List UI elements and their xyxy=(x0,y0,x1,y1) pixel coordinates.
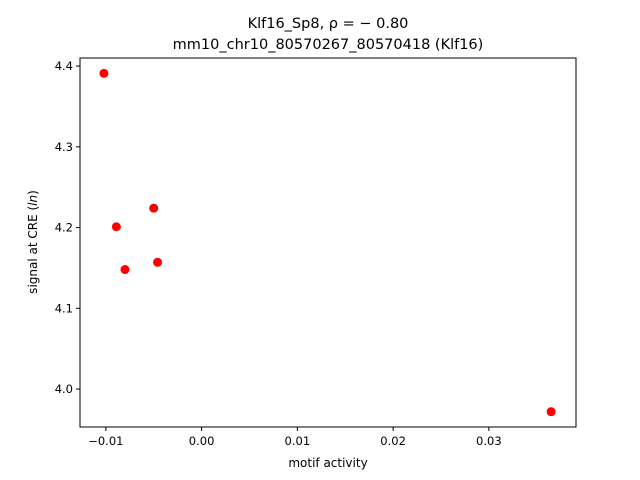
x-axis: −0.01 0.00 0.01 0.02 0.03 xyxy=(88,427,502,448)
data-point xyxy=(111,222,121,232)
x-tick-label: −0.01 xyxy=(88,434,123,448)
x-tick-label: 0.02 xyxy=(380,434,406,448)
y-axis-label: signal at CRE (ln) xyxy=(26,190,40,294)
y-tick-label: 4.2 xyxy=(55,221,73,235)
x-axis-label: motif activity xyxy=(288,456,367,470)
x-tick-label: 0.03 xyxy=(476,434,502,448)
plot-area xyxy=(79,57,577,428)
y-tick-label: 4.4 xyxy=(55,59,73,73)
y-tick-label: 4.3 xyxy=(55,140,73,154)
x-tick-label: 0.01 xyxy=(285,434,311,448)
data-points xyxy=(99,68,556,417)
data-point xyxy=(153,257,163,267)
x-tick-label: 0.00 xyxy=(189,434,215,448)
data-point xyxy=(149,203,159,213)
y-tick-label: 4.1 xyxy=(55,301,73,315)
chart-title-line2: mm10_chr10_80570267_80570418 (Klf16) xyxy=(173,37,484,53)
chart-title-line1: Klf16_Sp8, ρ = − 0.80 xyxy=(248,16,409,32)
data-point xyxy=(99,68,109,78)
y-axis: 4.0 4.1 4.2 4.3 4.4 xyxy=(55,59,80,396)
data-point xyxy=(546,407,556,417)
y-tick-label: 4.0 xyxy=(55,382,73,396)
data-point xyxy=(120,265,130,275)
